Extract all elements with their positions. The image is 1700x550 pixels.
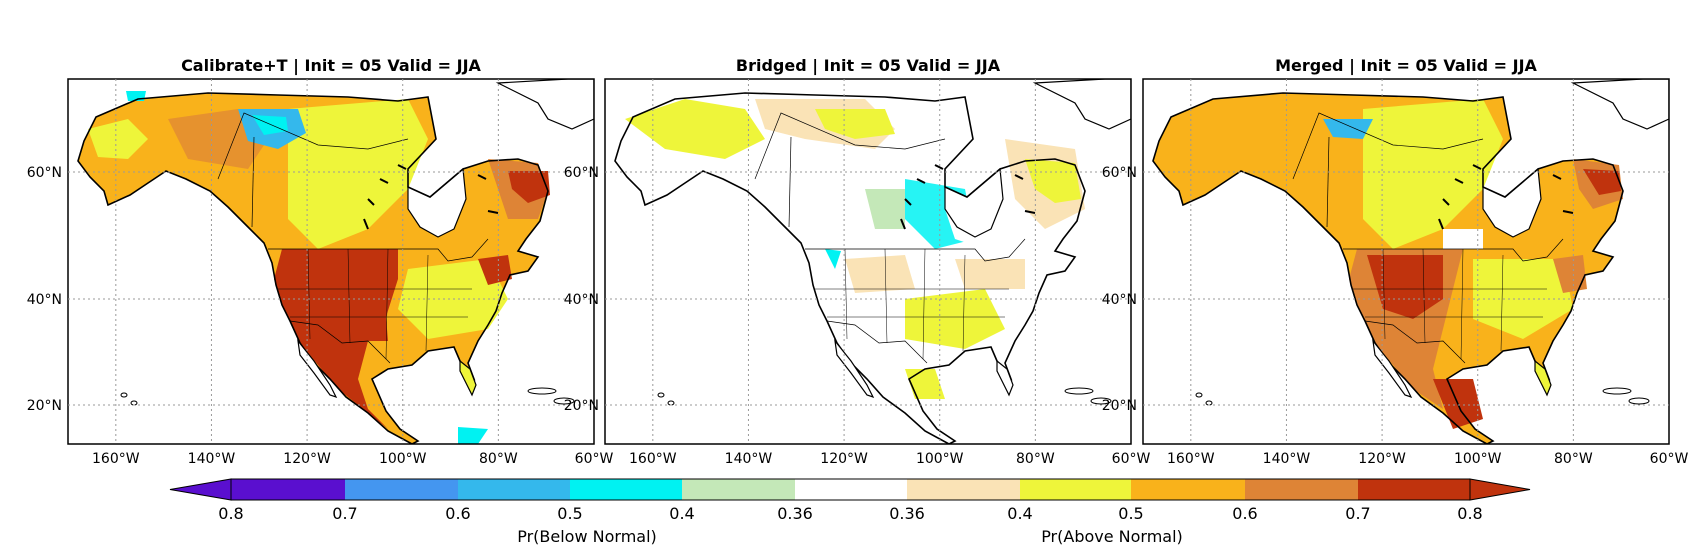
lon-tick-label: 60°W (1650, 451, 1689, 467)
panel-title: Bridged | Init = 05 Valid = JJA (736, 56, 1001, 76)
lon-tick-label: 60°W (1112, 451, 1151, 467)
colorbar-extend-low (169, 478, 232, 501)
panel-merged: Merged | Init = 05 Valid = JJA (1142, 56, 1670, 445)
lat-tick-label: 40°N (564, 292, 599, 308)
colorbar-tick-label: 0.7 (1345, 504, 1370, 523)
lon-tick-label: 80°W (479, 451, 518, 467)
lat-tick-label: 20°N (564, 398, 599, 414)
colorbar-tick-label: 0.6 (445, 504, 470, 523)
lat-tick-label: 40°N (27, 292, 62, 308)
lon-tick-label: 80°W (1554, 451, 1593, 467)
colorbar-segment (1131, 479, 1245, 500)
colorbar-tick-label: 0.8 (1457, 504, 1482, 523)
colorbar-segment (345, 479, 458, 500)
colorbar-tick-label: 0.8 (218, 504, 243, 523)
colorbar-segment (458, 479, 570, 500)
lon-tick-label: 100°W (379, 451, 427, 467)
colorbar-segment (1245, 479, 1358, 500)
lon-tick-label: 140°W (1263, 451, 1311, 467)
colorbar-segment (570, 479, 682, 500)
colorbar-tick-label: 0.6 (1232, 504, 1257, 523)
colorbar-tick-label: 0.5 (557, 504, 582, 523)
lat-tick-label: 60°N (564, 165, 599, 181)
lon-tick-label: 120°W (1358, 451, 1406, 467)
lon-tick-label: 80°W (1016, 451, 1055, 467)
panel-bridged: Bridged | Init = 05 Valid = JJA (604, 56, 1132, 445)
map-frame (1142, 78, 1670, 445)
panel-title: Calibrate+T | Init = 05 Valid = JJA (181, 56, 481, 76)
lon-tick-label: 120°W (820, 451, 868, 467)
colorbar-above-label: Pr(Above Normal) (1041, 527, 1183, 546)
lon-tick-label: 100°W (1454, 451, 1502, 467)
panel-title: Merged | Init = 05 Valid = JJA (1275, 56, 1537, 76)
colorbar-tick-label: 0.36 (777, 504, 813, 523)
lon-tick-label: 160°W (629, 451, 677, 467)
lat-tick-label: 20°N (27, 398, 62, 414)
colorbar-tick-label: 0.4 (669, 504, 694, 523)
lon-tick-label: 60°W (575, 451, 614, 467)
colorbar-segment (1020, 479, 1131, 500)
colorbar-frame (230, 478, 1471, 501)
colorbar-segment (682, 479, 795, 500)
colorbar-segment (231, 479, 345, 500)
colorbar-tick-label: 0.4 (1007, 504, 1032, 523)
lon-tick-label: 140°W (725, 451, 773, 467)
colorbar-tick-label: 0.5 (1118, 504, 1143, 523)
colorbar-segment (907, 479, 1020, 500)
lat-tick-label: 40°N (1102, 292, 1137, 308)
lat-tick-label: 20°N (1102, 398, 1137, 414)
lon-tick-label: 160°W (92, 451, 140, 467)
graticule: 160°W 140°W 120°W 100°W 80°W 60°W 60°N 40°N 20°N… (27, 79, 1689, 467)
colorbar: 0.8 0.7 0.6 0.5 0.4 0.36 0.36 0.4 0.5 0.6 0.7 0.8 (169, 478, 1531, 523)
lon-tick-label: 160°W (1167, 451, 1215, 467)
colorbar-segment (1358, 479, 1470, 500)
colorbar-extend-high (1469, 478, 1531, 501)
colorbar-tick-label: 0.7 (332, 504, 357, 523)
lon-tick-label: 100°W (916, 451, 964, 467)
lat-tick-label: 60°N (1102, 165, 1137, 181)
colorbar-segment (795, 479, 907, 500)
panel-calibrate-t: Calibrate+T | Init = 05 Valid = JJA (67, 56, 595, 445)
colorbar-below-label: Pr(Below Normal) (517, 527, 657, 546)
lon-tick-label: 120°W (283, 451, 331, 467)
map-frame (604, 78, 1132, 445)
colorbar-tick-label: 0.36 (889, 504, 925, 523)
map-frame (67, 78, 595, 445)
lon-tick-label: 140°W (188, 451, 236, 467)
lat-tick-label: 60°N (27, 165, 62, 181)
